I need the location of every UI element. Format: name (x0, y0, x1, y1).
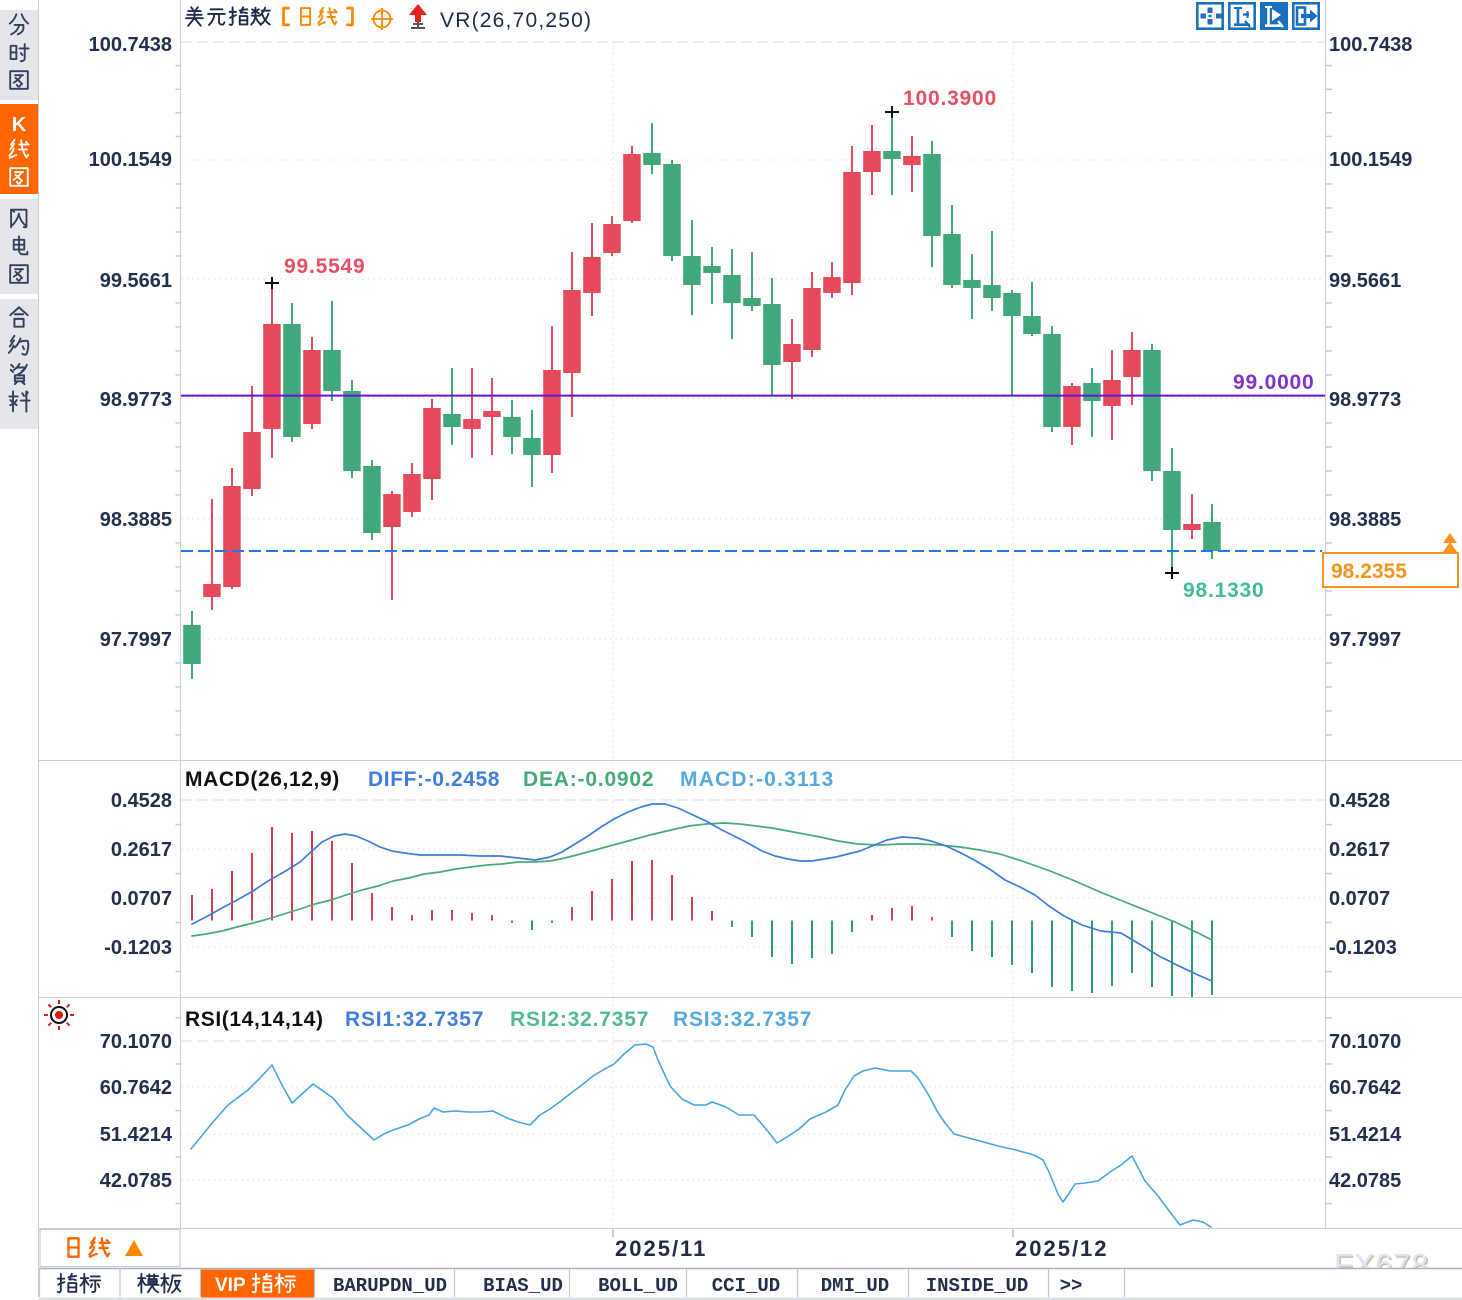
svg-text:BARUPDN_UD: BARUPDN_UD (333, 1275, 447, 1297)
svg-text:98.3885: 98.3885 (1329, 509, 1401, 531)
svg-text:98.2355: 98.2355 (1331, 560, 1407, 583)
svg-text:42.0785: 42.0785 (100, 1170, 172, 1192)
svg-text:70.1070: 70.1070 (1329, 1031, 1401, 1053)
svg-text:98.9773: 98.9773 (100, 389, 172, 411)
svg-text:MACD:-0.3113: MACD:-0.3113 (680, 768, 834, 791)
svg-text:0.0707: 0.0707 (1329, 888, 1390, 910)
svg-text:99.0000: 99.0000 (1233, 371, 1315, 394)
svg-text:100.7438: 100.7438 (89, 34, 172, 56)
svg-text:60.7642: 60.7642 (100, 1077, 172, 1099)
svg-text:98.9773: 98.9773 (1329, 389, 1401, 411)
svg-text:99.5549: 99.5549 (284, 255, 366, 278)
svg-text:RSI(14,14,14): RSI(14,14,14) (185, 1008, 324, 1031)
svg-text:99.5661: 99.5661 (100, 270, 172, 292)
svg-text:0.2617: 0.2617 (1329, 839, 1390, 861)
svg-text:0.4528: 0.4528 (1329, 790, 1390, 812)
svg-text:0.0707: 0.0707 (111, 888, 172, 910)
svg-text:2025/11: 2025/11 (615, 1236, 707, 1261)
svg-text:97.7997: 97.7997 (100, 629, 172, 651)
svg-text:BOLL_UD: BOLL_UD (598, 1275, 678, 1297)
svg-text:98.1330: 98.1330 (1183, 579, 1265, 602)
svg-text:DMI_UD: DMI_UD (821, 1275, 889, 1297)
svg-text:BIAS_UD: BIAS_UD (483, 1275, 563, 1297)
svg-text:100.1549: 100.1549 (89, 149, 172, 171)
svg-text:60.7642: 60.7642 (1329, 1077, 1401, 1099)
svg-text:100.1549: 100.1549 (1329, 149, 1412, 171)
svg-text:RSI2:32.7357: RSI2:32.7357 (510, 1008, 649, 1031)
svg-text:VR(26,70,250): VR(26,70,250) (440, 9, 592, 32)
svg-text:70.1070: 70.1070 (100, 1031, 172, 1053)
svg-text:100.7438: 100.7438 (1329, 34, 1412, 56)
svg-text:51.4214: 51.4214 (100, 1124, 173, 1146)
svg-text:-0.1203: -0.1203 (1329, 937, 1397, 959)
svg-text:0.2617: 0.2617 (111, 839, 172, 861)
svg-text:0.4528: 0.4528 (111, 790, 172, 812)
svg-text:>>: >> (1060, 1275, 1083, 1297)
svg-text:DEA:-0.0902: DEA:-0.0902 (523, 768, 654, 791)
svg-text:100.3900: 100.3900 (903, 87, 997, 110)
svg-text:RSI1:32.7357: RSI1:32.7357 (345, 1008, 484, 1031)
svg-text:-0.1203: -0.1203 (104, 937, 172, 959)
svg-text:42.0785: 42.0785 (1329, 1170, 1401, 1192)
svg-text:K: K (12, 114, 27, 136)
svg-text:VIP: VIP (215, 1275, 246, 1296)
svg-text:98.3885: 98.3885 (100, 509, 172, 531)
svg-text:INSIDE_UD: INSIDE_UD (926, 1275, 1029, 1297)
svg-text:99.5661: 99.5661 (1329, 270, 1401, 292)
svg-text:MACD(26,12,9): MACD(26,12,9) (185, 768, 340, 791)
svg-text:2025/12: 2025/12 (1015, 1236, 1109, 1261)
svg-text:51.4214: 51.4214 (1329, 1124, 1402, 1146)
svg-text:DIFF:-0.2458: DIFF:-0.2458 (368, 768, 500, 791)
svg-text:97.7997: 97.7997 (1329, 629, 1401, 651)
svg-text:CCI_UD: CCI_UD (712, 1275, 780, 1297)
svg-text:RSI3:32.7357: RSI3:32.7357 (673, 1008, 812, 1031)
